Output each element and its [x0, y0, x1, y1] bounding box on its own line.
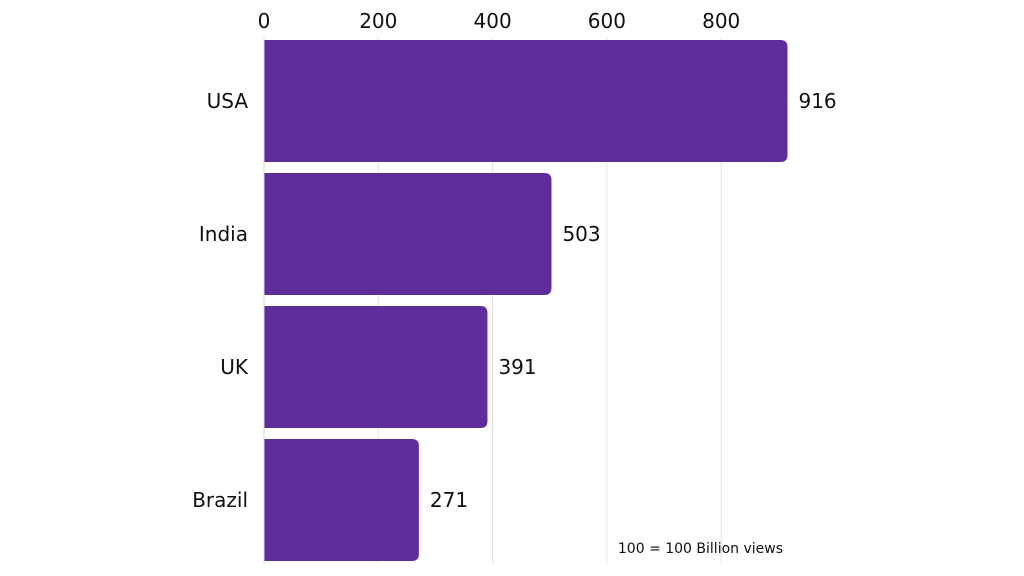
category-label: Brazil — [192, 488, 248, 512]
data-label: 271 — [430, 488, 468, 512]
scale-note: 100 = 100 Billion views — [618, 541, 783, 557]
data-label: 391 — [498, 355, 536, 379]
x-tick-label: 600 — [588, 9, 626, 33]
data-labels: 916 503 391 271 — [430, 89, 837, 512]
bar — [264, 40, 788, 162]
bars — [264, 40, 788, 561]
data-label: 503 — [562, 222, 600, 246]
bar — [264, 173, 552, 295]
x-tick-label: 200 — [359, 9, 397, 33]
x-tick-label: 0 — [258, 9, 271, 33]
data-label: 916 — [798, 89, 836, 113]
x-tick-label: 800 — [702, 9, 740, 33]
x-tick-label: 400 — [474, 9, 512, 33]
category-labels: USA India UK Brazil — [192, 89, 249, 512]
bar — [264, 306, 488, 428]
x-axis-ticks: 0 200 400 600 800 — [258, 9, 741, 33]
bar — [264, 439, 419, 561]
category-label: UK — [220, 355, 249, 379]
category-label: India — [199, 222, 248, 246]
category-label: USA — [207, 89, 249, 113]
